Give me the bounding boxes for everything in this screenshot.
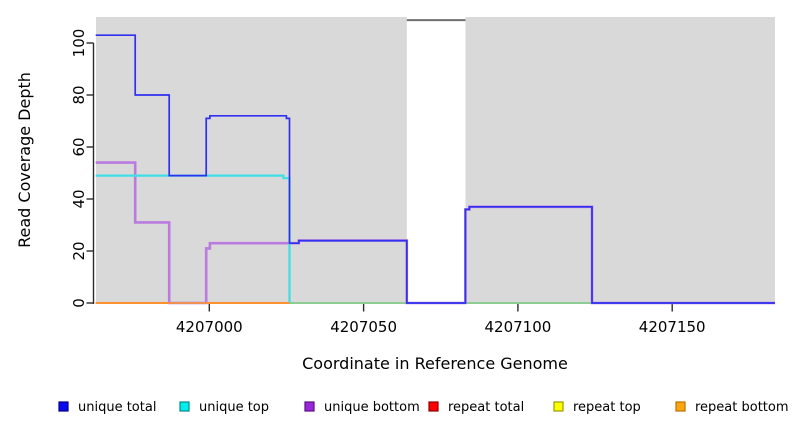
axis-layer: 0 20 40 60 80 100 4207000 4207050 4207100 4207150 — [70, 29, 706, 336]
legend-label-unique-top: unique top — [199, 400, 269, 415]
legend-swatch-unique-total — [58, 401, 69, 412]
legend-swatch-unique-top — [179, 401, 190, 412]
plot-background-layer — [96, 17, 775, 304]
y-tick-label: 40 — [70, 189, 88, 208]
legend-swatch-repeat-bottom — [675, 401, 686, 412]
x-axis-title: Coordinate in Reference Genome — [302, 354, 568, 373]
y-tick-label: 20 — [70, 241, 88, 260]
legend-label-unique-bottom: unique bottom — [324, 400, 420, 415]
y-axis-title: Read Coverage Depth — [15, 72, 34, 248]
legend-swatch-repeat-top — [553, 401, 564, 412]
legend-label-unique-total: unique total — [78, 400, 156, 415]
x-tick-label: 4207100 — [484, 318, 551, 336]
y-tick-label: 0 — [70, 298, 88, 308]
offscale-gap-band — [406, 17, 466, 304]
legend-label-repeat-top: repeat top — [573, 400, 641, 415]
x-tick-label: 4207050 — [330, 318, 397, 336]
y-tick-label: 60 — [70, 137, 88, 156]
x-tick-label: 4207150 — [639, 318, 706, 336]
legend-swatch-unique-bottom — [304, 401, 315, 412]
series-layer — [95, 34, 775, 305]
legend-label-repeat-bottom: repeat bottom — [695, 400, 789, 415]
legend: unique total unique top unique bottom repea… — [58, 400, 789, 415]
y-tick-label: 80 — [70, 85, 88, 104]
legend-swatch-repeat-total — [428, 401, 439, 412]
y-tick-label: 100 — [70, 29, 88, 58]
series-unique-total — [95, 34, 775, 304]
legend-label-repeat-total: repeat total — [448, 400, 524, 415]
x-tick-label: 4207000 — [176, 318, 243, 336]
